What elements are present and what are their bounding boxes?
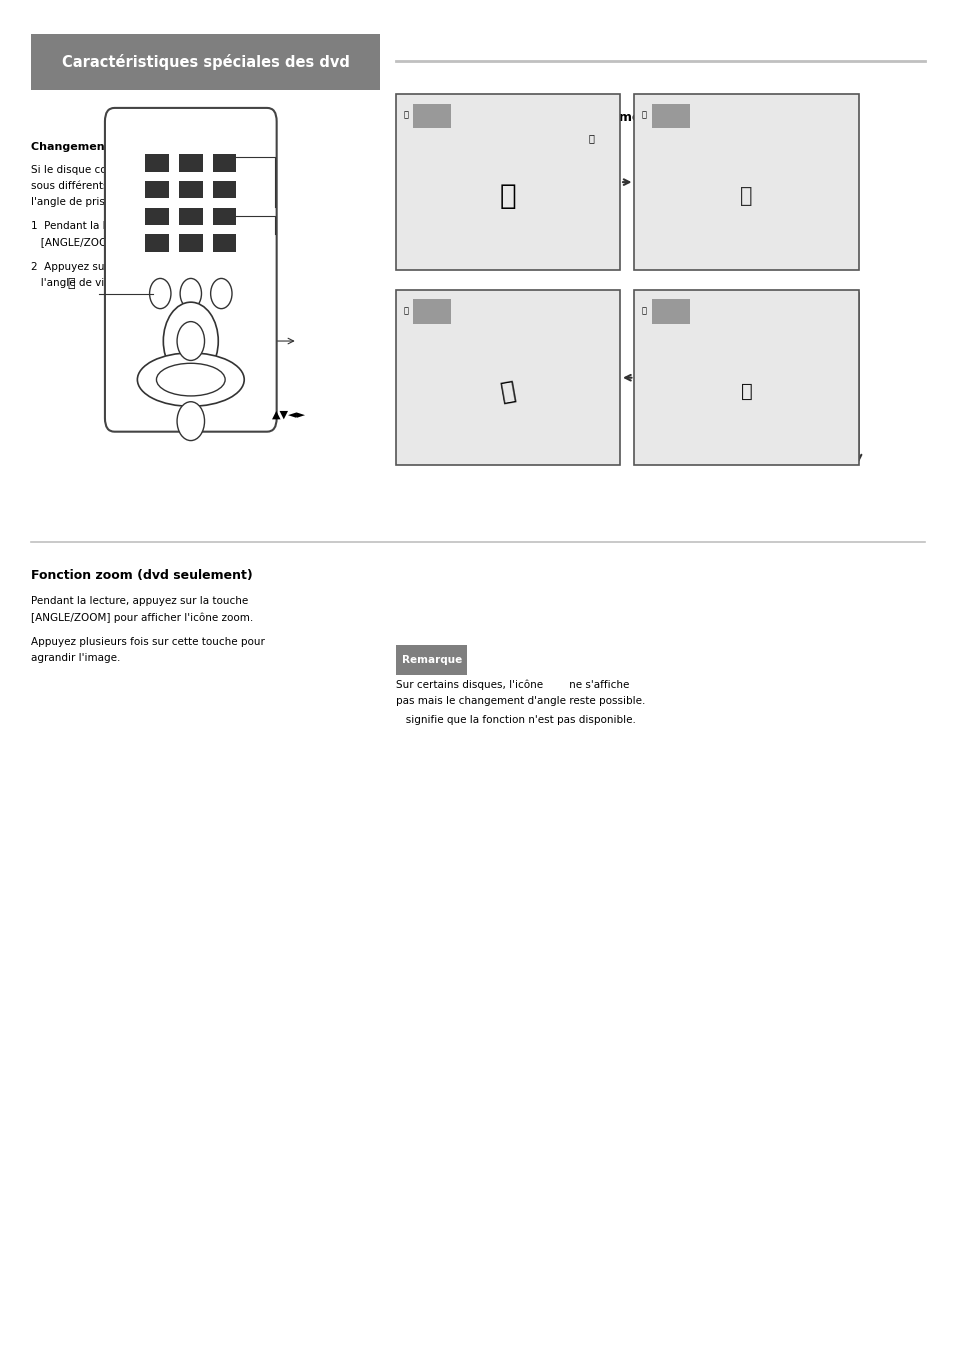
Text: 🏍: 🏍 <box>740 186 752 205</box>
Text: l'angle de prise de vue.: l'angle de prise de vue. <box>31 197 153 206</box>
Text: pas mais le changement d'angle reste possible.: pas mais le changement d'angle reste pos… <box>395 696 644 706</box>
FancyBboxPatch shape <box>179 208 202 225</box>
FancyBboxPatch shape <box>634 290 858 465</box>
Text: 🏍: 🏍 <box>498 378 517 405</box>
Circle shape <box>180 278 201 309</box>
Ellipse shape <box>156 363 225 397</box>
FancyBboxPatch shape <box>31 34 379 90</box>
Text: Sur certains disques, l'icône        ne s'affiche: Sur certains disques, l'icône ne s'affic… <box>395 680 629 691</box>
Text: ▲▼◄►  pour choisir un angle.: ▲▼◄► pour choisir un angle. <box>395 170 548 179</box>
FancyBboxPatch shape <box>145 154 169 171</box>
Text: 📷: 📷 <box>68 277 75 290</box>
FancyBboxPatch shape <box>105 108 276 432</box>
FancyBboxPatch shape <box>651 299 689 324</box>
Circle shape <box>211 278 232 309</box>
Text: Changement d'angle (dvd seulement): Changement d'angle (dvd seulement) <box>31 142 266 151</box>
FancyBboxPatch shape <box>213 235 236 252</box>
Text: 1  Pendant la lecture, appuyez sur la touche: 1 Pendant la lecture, appuyez sur la tou… <box>31 221 261 231</box>
Text: 🏍: 🏍 <box>740 382 752 401</box>
Circle shape <box>177 321 204 360</box>
FancyBboxPatch shape <box>145 235 169 252</box>
Text: 📷: 📷 <box>403 111 408 120</box>
Text: ▲▼◄►: ▲▼◄► <box>272 409 306 420</box>
Text: Pendant la lecture, appuyez sur        pour: Pendant la lecture, appuyez sur pour <box>395 138 611 147</box>
FancyBboxPatch shape <box>145 181 169 198</box>
Text: Caractéristiques spéciales des dvd: Caractéristiques spéciales des dvd <box>62 54 349 70</box>
FancyBboxPatch shape <box>213 208 236 225</box>
Text: 2  Appuyez sur ▲▼◄► pour sélectionner: 2 Appuyez sur ▲▼◄► pour sélectionner <box>31 262 239 272</box>
Text: 🎥: 🎥 <box>588 134 594 143</box>
Text: Remarque: Remarque <box>401 654 461 665</box>
Circle shape <box>163 302 218 380</box>
Text: Changement d'angle (dvd seulement): Changement d'angle (dvd seulement) <box>395 111 660 124</box>
Text: Si le disque contient des scènes filmées: Si le disque contient des scènes filmées <box>31 165 240 175</box>
Text: sous différents angles, vous pouvez changer: sous différents angles, vous pouvez chan… <box>31 181 265 192</box>
FancyBboxPatch shape <box>634 94 858 270</box>
Text: 📷: 📷 <box>641 306 646 316</box>
FancyBboxPatch shape <box>413 299 451 324</box>
Text: 📷: 📷 <box>641 111 646 120</box>
Text: Appuyez plusieurs fois sur cette touche pour: Appuyez plusieurs fois sur cette touche … <box>31 637 265 646</box>
Text: 🏍: 🏍 <box>499 182 516 209</box>
FancyBboxPatch shape <box>213 181 236 198</box>
FancyBboxPatch shape <box>413 104 451 128</box>
Circle shape <box>177 402 204 441</box>
Text: signifie que la fonction n'est pas disponible.: signifie que la fonction n'est pas dispo… <box>395 715 635 724</box>
FancyBboxPatch shape <box>395 645 467 674</box>
Text: Pendant la lecture, appuyez sur la touche: Pendant la lecture, appuyez sur la touch… <box>31 596 249 606</box>
Text: afficher l'icône angle, puis appuyez sur: afficher l'icône angle, puis appuyez sur <box>395 154 600 165</box>
FancyBboxPatch shape <box>179 235 202 252</box>
Text: l'angle de vision souhaité.: l'angle de vision souhaité. <box>31 278 177 289</box>
Text: agrandir l'image.: agrandir l'image. <box>31 653 121 662</box>
Text: Fonction zoom (dvd seulement): Fonction zoom (dvd seulement) <box>31 569 253 583</box>
FancyBboxPatch shape <box>395 290 619 465</box>
Text: [ANGLE/ZOOM] pour afficher l'icône zoom.: [ANGLE/ZOOM] pour afficher l'icône zoom. <box>31 612 253 623</box>
FancyBboxPatch shape <box>179 154 202 171</box>
Text: 📷: 📷 <box>403 306 408 316</box>
Text: [ANGLE/ZOOM] pour afficher l'icône angle.: [ANGLE/ZOOM] pour afficher l'icône angle… <box>31 237 264 248</box>
FancyBboxPatch shape <box>651 104 689 128</box>
FancyBboxPatch shape <box>395 94 619 270</box>
Ellipse shape <box>137 353 244 406</box>
FancyBboxPatch shape <box>179 181 202 198</box>
FancyBboxPatch shape <box>145 208 169 225</box>
Circle shape <box>150 278 171 309</box>
FancyBboxPatch shape <box>213 154 236 171</box>
